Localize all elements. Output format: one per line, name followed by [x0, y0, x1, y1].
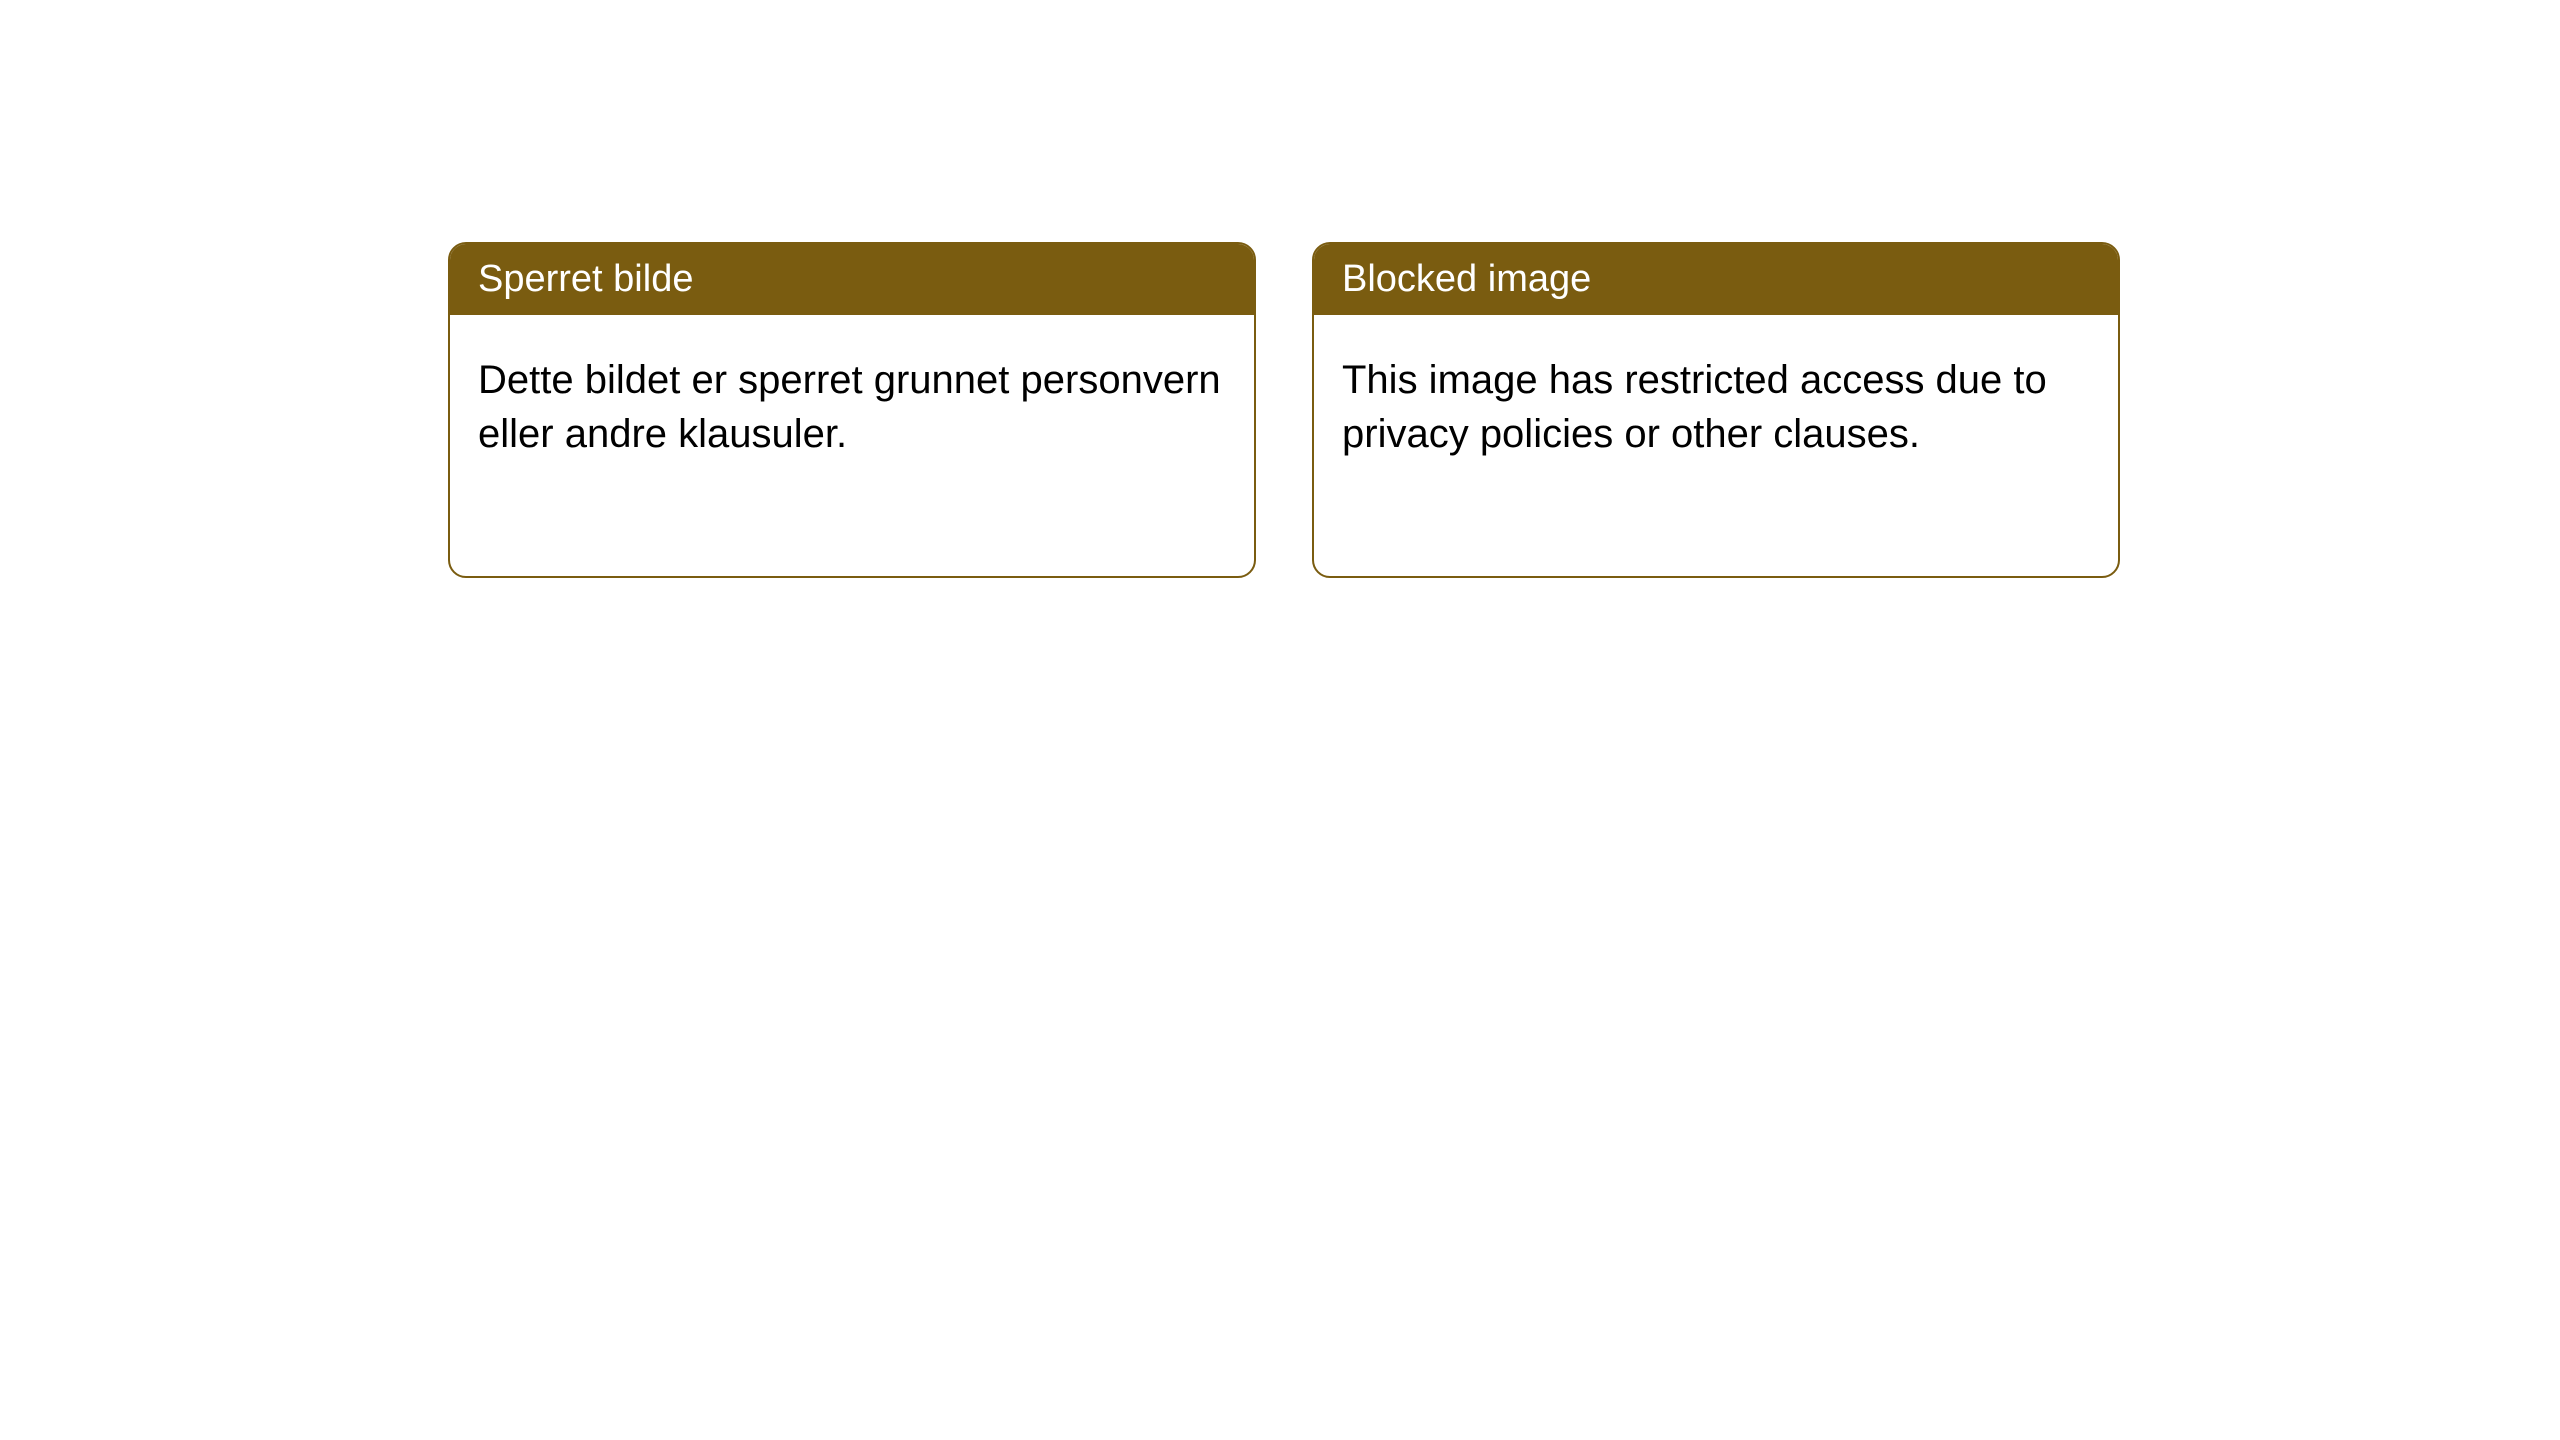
card-title: Sperret bilde: [478, 258, 693, 300]
card-title: Blocked image: [1342, 258, 1591, 300]
notice-cards-container: Sperret bilde Dette bildet er sperret gr…: [448, 242, 2120, 578]
card-body: Dette bildet er sperret grunnet personve…: [450, 315, 1254, 499]
card-header: Blocked image: [1314, 244, 2118, 315]
notice-card-norwegian: Sperret bilde Dette bildet er sperret gr…: [448, 242, 1256, 578]
card-header: Sperret bilde: [450, 244, 1254, 315]
notice-card-english: Blocked image This image has restricted …: [1312, 242, 2120, 578]
card-body-text: Dette bildet er sperret grunnet personve…: [478, 358, 1221, 456]
card-body-text: This image has restricted access due to …: [1342, 358, 2047, 456]
card-body: This image has restricted access due to …: [1314, 315, 2118, 499]
